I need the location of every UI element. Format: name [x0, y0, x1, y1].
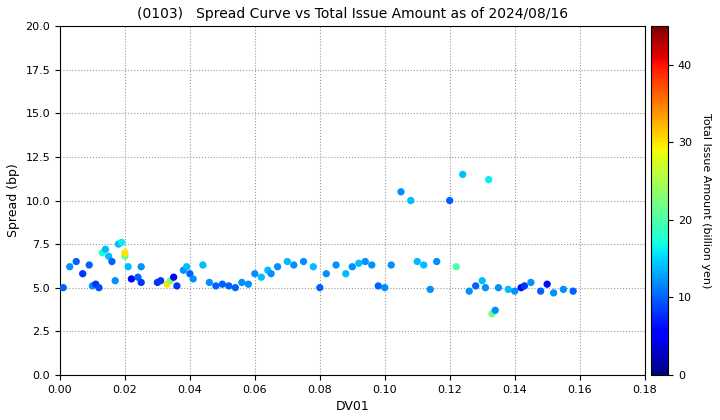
Point [106, 258, 117, 265]
Point [155, 277, 166, 284]
Y-axis label: Total Issue Amount (billion yen): Total Issue Amount (billion yen) [701, 113, 711, 288]
Point [483, 176, 495, 183]
Point [516, 284, 527, 291]
Point [243, 281, 254, 288]
Point [90, 281, 102, 288]
Point [372, 283, 384, 289]
Point [451, 263, 462, 270]
Point [353, 260, 364, 267]
Point [132, 274, 144, 281]
Point [518, 283, 530, 289]
Point [171, 283, 183, 289]
Point [486, 310, 498, 317]
Point [152, 279, 163, 286]
Point [112, 241, 124, 247]
Point [165, 277, 176, 284]
Point [272, 263, 284, 270]
Point [557, 286, 569, 293]
Point [503, 286, 514, 293]
Point [457, 171, 469, 178]
Point [135, 279, 147, 286]
Point [359, 258, 371, 265]
Point [84, 262, 95, 268]
Point [178, 267, 189, 273]
Point [210, 283, 222, 289]
Point [161, 281, 173, 288]
Point [366, 262, 377, 268]
X-axis label: DV01: DV01 [336, 400, 369, 413]
Point [256, 274, 267, 281]
Point [109, 277, 121, 284]
Point [77, 270, 89, 277]
Point [96, 249, 108, 256]
Point [230, 284, 241, 291]
Point [71, 258, 82, 265]
Point [135, 263, 147, 270]
Point [187, 276, 199, 282]
Title: (0103)   Spread Curve vs Total Issue Amount as of 2024/08/16: (0103) Spread Curve vs Total Issue Amoun… [137, 7, 568, 21]
Point [425, 286, 436, 293]
Point [262, 267, 274, 273]
Point [480, 284, 491, 291]
Point [535, 288, 546, 294]
Point [86, 283, 98, 289]
Point [330, 262, 342, 268]
Point [288, 262, 300, 268]
Point [122, 263, 134, 270]
Point [217, 281, 228, 288]
Point [379, 284, 390, 291]
Point [405, 197, 416, 204]
Point [340, 270, 351, 277]
Point [64, 263, 76, 270]
Point [282, 258, 293, 265]
Point [548, 289, 559, 296]
Point [470, 283, 482, 289]
Point [567, 288, 579, 294]
Point [103, 253, 114, 260]
Point [385, 262, 397, 268]
Point [492, 284, 504, 291]
Point [431, 258, 443, 265]
Point [223, 283, 235, 289]
Point [444, 197, 456, 204]
Point [541, 281, 553, 288]
Point [509, 288, 521, 294]
Point [93, 284, 104, 291]
Point [266, 270, 277, 277]
Point [307, 263, 319, 270]
Point [490, 307, 501, 314]
Point [120, 249, 131, 256]
Point [418, 262, 430, 268]
Point [346, 263, 358, 270]
Point [314, 284, 325, 291]
Point [168, 274, 179, 281]
Point [116, 239, 127, 246]
Point [236, 279, 248, 286]
Point [99, 246, 111, 253]
Point [320, 270, 332, 277]
Point [181, 263, 192, 270]
Point [525, 279, 536, 286]
Point [120, 253, 131, 260]
Point [464, 288, 475, 294]
Y-axis label: Spread (bp): Spread (bp) [7, 164, 20, 237]
Point [126, 276, 138, 282]
Point [411, 258, 423, 265]
Point [197, 262, 209, 268]
Point [298, 258, 310, 265]
Point [58, 284, 69, 291]
Point [184, 270, 196, 277]
Point [249, 270, 261, 277]
Point [477, 277, 488, 284]
Point [395, 189, 407, 195]
Point [204, 279, 215, 286]
